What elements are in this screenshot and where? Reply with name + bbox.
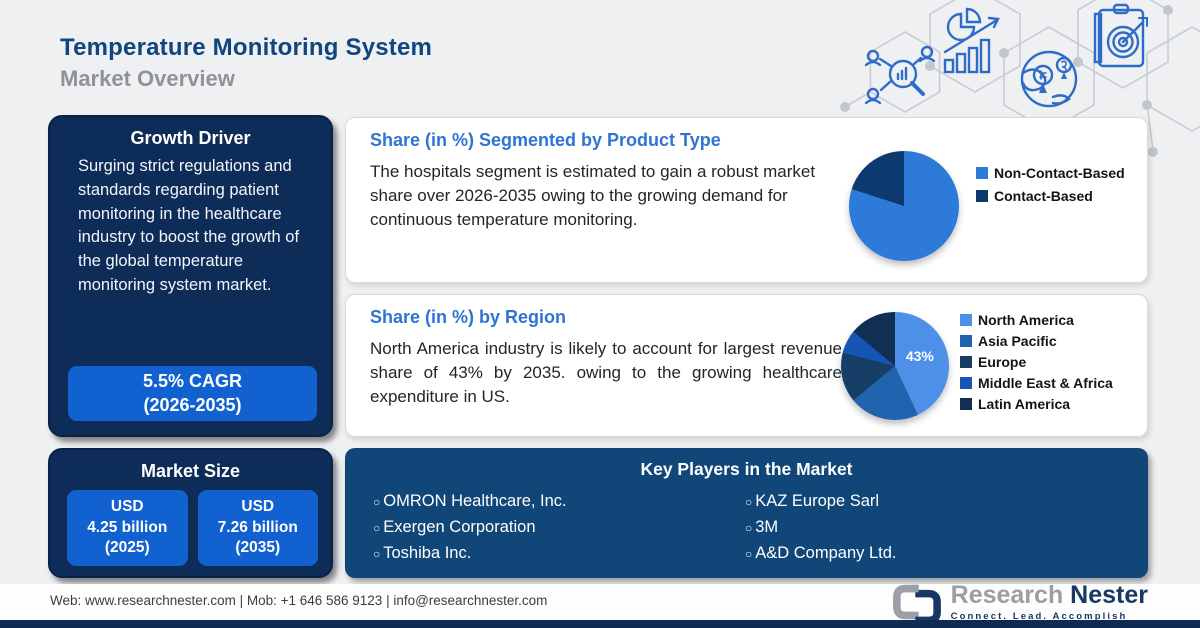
- product-type-card-text: The hospitals segment is estimated to ga…: [370, 162, 816, 229]
- legend-item: Non-Contact-Based: [976, 165, 1125, 181]
- legend-label: Non-Contact-Based: [994, 165, 1125, 181]
- bullet-icon: ○: [373, 520, 381, 535]
- product-type-legend: Non-Contact-Based Contact-Based: [976, 165, 1125, 204]
- region-card: Share (in %) by Region North America ind…: [345, 294, 1148, 437]
- key-player-name: OMRON Healthcare, Inc.: [383, 492, 567, 510]
- market-size-2025-badge: USD 4.25 billion (2025): [67, 490, 188, 566]
- legend-swatch-icon: [960, 335, 972, 347]
- key-player-item: ○ KAZ Europe Sarl: [745, 492, 896, 511]
- key-players-box: Key Players in the Market ○ OMRON Healthc…: [345, 448, 1148, 578]
- growth-driver-box: Growth Driver Surging strict regulations…: [48, 115, 333, 437]
- page-subtitle: Market Overview: [60, 66, 235, 91]
- key-players-col-2: ○ KAZ Europe Sarl ○ 3M ○ A&D Company Ltd.: [745, 492, 896, 563]
- year-label: (2035): [235, 539, 281, 557]
- product-type-card: Share (in %) Segmented by Product Type T…: [345, 117, 1148, 283]
- region-legend: North America Asia Pacific Europe Middle Ea…: [960, 312, 1113, 412]
- legend-swatch-icon: [960, 377, 972, 389]
- logo-chain-links-icon: [892, 584, 941, 624]
- region-pie-chart: 43%: [841, 312, 949, 420]
- logo-word-nester: Nester: [1070, 581, 1148, 610]
- key-player-name: A&D Company Ltd.: [755, 544, 897, 562]
- bottom-accent-bar: [0, 620, 1200, 628]
- legend-label: Asia Pacific: [978, 333, 1057, 349]
- cagr-value: 5.5% CAGR: [142, 371, 243, 392]
- key-player-name: Toshiba Inc.: [383, 544, 472, 562]
- value-label: 7.26 billion: [217, 518, 298, 536]
- market-size-values: USD 4.25 billion (2025) USD 7.26 billion…: [67, 490, 318, 566]
- key-players-title: Key Players in the Market: [640, 459, 853, 479]
- key-player-item: ○ 3M: [745, 518, 896, 537]
- key-player-item: ○ OMRON Healthcare, Inc.: [373, 492, 745, 511]
- bullet-icon: ○: [745, 520, 753, 535]
- market-size-title: Market Size: [140, 461, 241, 481]
- legend-swatch-icon: [976, 190, 988, 202]
- legend-swatch-icon: [960, 314, 972, 326]
- key-player-item: ○ A&D Company Ltd.: [745, 544, 896, 563]
- research-nester-logo: Research Nester Connect. Lead. Accomplis…: [891, 580, 1148, 624]
- legend-label: Middle East & Africa: [978, 375, 1113, 391]
- bullet-icon: ○: [745, 546, 753, 561]
- market-size-2035-badge: USD 7.26 billion (2035): [197, 490, 318, 566]
- legend-item: Contact-Based: [976, 188, 1125, 204]
- product-type-card-title: Share (in %) Segmented by Product Type: [370, 130, 721, 150]
- key-players-columns: ○ OMRON Healthcare, Inc. ○ Exergen Corporat…: [345, 492, 1148, 563]
- growth-driver-text: Surging strict regulations and standards…: [78, 157, 300, 294]
- legend-label: Europe: [978, 354, 1027, 370]
- product-type-pie-chart: [849, 151, 959, 261]
- legend-label: Latin America: [978, 396, 1071, 412]
- legend-item: Middle East & Africa: [960, 375, 1113, 391]
- footer: Web: www.researchnester.com | Mob: +1 64…: [0, 582, 1200, 624]
- footer-contact-info: Web: www.researchnester.com | Mob: +1 64…: [50, 593, 548, 608]
- market-size-box: Market Size USD 4.25 billion (2025) USD …: [48, 448, 333, 578]
- legend-item: North America: [960, 312, 1113, 328]
- key-players-col-1: ○ OMRON Healthcare, Inc. ○ Exergen Corporat…: [373, 492, 745, 563]
- legend-label: North America: [978, 312, 1074, 328]
- key-player-name: 3M: [755, 518, 779, 536]
- bullet-icon: ○: [373, 494, 381, 509]
- key-player-name: KAZ Europe Sarl: [755, 492, 880, 510]
- bullet-icon: ○: [373, 546, 381, 561]
- legend-swatch-icon: [960, 398, 972, 410]
- legend-swatch-icon: [960, 356, 972, 368]
- legend-label: Contact-Based: [994, 188, 1093, 204]
- cagr-badge: 5.5% CAGR (2026-2035): [68, 366, 317, 421]
- region-card-text: North America industry is likely to acco…: [370, 339, 842, 406]
- pie-data-label: 43%: [905, 348, 934, 365]
- analytics-growth-chart-icon: [943, 7, 1000, 74]
- legend-swatch-icon: [976, 167, 988, 179]
- key-player-item: ○ Toshiba Inc.: [373, 544, 745, 563]
- legend-item: Asia Pacific: [960, 333, 1113, 349]
- logo-text: Research Nester Connect. Lead. Accomplis…: [951, 582, 1148, 621]
- bullet-icon: ○: [745, 494, 753, 509]
- logo-word-research: Research: [950, 581, 1064, 610]
- year-label: (2025): [104, 539, 150, 557]
- key-player-item: ○ Exergen Corporation: [373, 518, 745, 537]
- currency-label: USD: [110, 498, 144, 516]
- target-clipboard-icon: [1093, 3, 1148, 68]
- cagr-period: (2026-2035): [143, 394, 242, 415]
- region-card-title: Share (in %) by Region: [370, 307, 567, 327]
- market-research-magnifier-icon: [864, 45, 936, 105]
- growth-driver-title: Growth Driver: [130, 128, 251, 148]
- key-player-name: Exergen Corporation: [383, 518, 536, 536]
- currency-label: USD: [241, 498, 275, 516]
- value-label: 4.25 billion: [87, 518, 168, 536]
- legend-item: Latin America: [960, 396, 1113, 412]
- legend-item: Europe: [960, 354, 1113, 370]
- global-market-globe-icon: [1020, 50, 1078, 108]
- logo-tagline: Connect. Lead. Accomplish: [950, 610, 1128, 622]
- page-title: Temperature Monitoring System: [60, 34, 433, 61]
